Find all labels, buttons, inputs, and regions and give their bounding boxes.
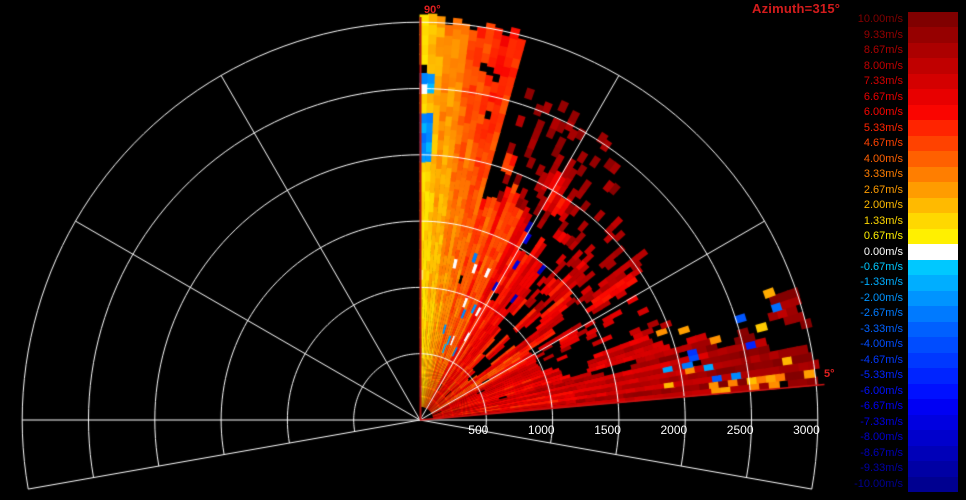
- colorbar-value-label: -4.00m/s: [860, 338, 903, 351]
- colorbar-band: [908, 27, 958, 44]
- range-tick-label: 1000: [527, 423, 555, 437]
- colorbar-band: [908, 104, 958, 121]
- colorbar-value-label: -7.33m/s: [860, 415, 903, 428]
- colorbar-band: [908, 197, 958, 214]
- range-tick-label: 1500: [594, 423, 621, 437]
- colorbar-band: [908, 306, 958, 323]
- colorbar-band: [908, 166, 958, 183]
- colorbar-value-label: -6.67m/s: [860, 400, 903, 413]
- colorbar-value-label: -8.67m/s: [860, 446, 903, 459]
- colorbar-value-label: -5.33m/s: [860, 369, 903, 382]
- colorbar-value-label: 3.33m/s: [863, 168, 903, 181]
- colorbar-value-label: 4.67m/s: [863, 137, 903, 150]
- colorbar-value-label: -0.67m/s: [860, 260, 903, 273]
- colorbar-band: [908, 321, 958, 338]
- colorbar-band: [908, 12, 958, 28]
- colorbar-value-label: 8.00m/s: [863, 59, 903, 72]
- colorbar-value-label: 6.00m/s: [863, 106, 903, 119]
- velocity-colorbar: [908, 12, 958, 493]
- colorbar-value-label: 7.33m/s: [863, 75, 903, 88]
- colorbar-value-label: 0.00m/s: [863, 245, 903, 258]
- colorbar-value-label: 1.33m/s: [863, 214, 903, 227]
- colorbar-band: [908, 414, 958, 431]
- range-tick-label: 500: [468, 423, 489, 437]
- colorbar-band: [908, 73, 958, 90]
- colorbar-band: [908, 89, 958, 106]
- colorbar-band: [908, 259, 958, 276]
- colorbar-value-label: 0.67m/s: [863, 230, 903, 243]
- colorbar-value-label: 9.33m/s: [863, 28, 903, 41]
- colorbar-value-label: 10.00m/s: [857, 13, 903, 26]
- colorbar-band: [908, 461, 958, 477]
- colorbar-band: [908, 399, 958, 416]
- colorbar-band: [908, 182, 958, 199]
- range-tick-label: 3000: [793, 423, 820, 437]
- colorbar-value-label: -1.33m/s: [860, 276, 903, 289]
- colorbar-band: [908, 290, 958, 307]
- colorbar-band: [908, 368, 958, 385]
- colorbar-value-label: -8.00m/s: [860, 431, 903, 444]
- colorbar-value-label: 5.33m/s: [863, 121, 903, 134]
- colorbar-value-label: 6.67m/s: [863, 90, 903, 103]
- colorbar-value-label: 2.67m/s: [863, 183, 903, 196]
- colorbar-value-label: -6.00m/s: [860, 384, 903, 397]
- colorbar-value-label: 2.00m/s: [863, 199, 903, 212]
- colorbar-value-label: -2.67m/s: [860, 307, 903, 320]
- page-title: Azimuth=315°: [752, 1, 841, 16]
- colorbar-value-label: -2.00m/s: [860, 291, 903, 304]
- colorbar-value-label: -9.33m/s: [860, 462, 903, 475]
- range-tick-label: 2500: [726, 423, 754, 437]
- colorbar-band: [908, 383, 958, 400]
- colorbar-value-label: -10.00m/s: [854, 477, 903, 490]
- colorbar-value-label: 8.67m/s: [863, 44, 903, 57]
- colorbar-value-label: -3.33m/s: [860, 322, 903, 335]
- colorbar-band: [908, 476, 958, 493]
- colorbar-band: [908, 337, 958, 354]
- colorbar-band: [908, 244, 958, 261]
- colorbar-band: [908, 228, 958, 245]
- elevation-90-label: 90°: [424, 4, 441, 16]
- colorbar-band: [908, 275, 958, 292]
- colorbar-band: [908, 430, 958, 447]
- colorbar-band: [908, 445, 958, 462]
- colorbar-value-label: -4.67m/s: [860, 353, 903, 366]
- colorbar-band: [908, 58, 958, 75]
- colorbar-band: [908, 352, 958, 369]
- colorbar-band: [908, 135, 958, 152]
- colorbar-band: [908, 42, 958, 59]
- colorbar-band: [908, 120, 958, 137]
- elevation-5-label: 5°: [824, 368, 835, 380]
- colorbar-value-label: 4.00m/s: [863, 152, 903, 165]
- range-tick-label: 2000: [660, 423, 688, 437]
- colorbar-band: [908, 213, 958, 230]
- colorbar-band: [908, 151, 958, 168]
